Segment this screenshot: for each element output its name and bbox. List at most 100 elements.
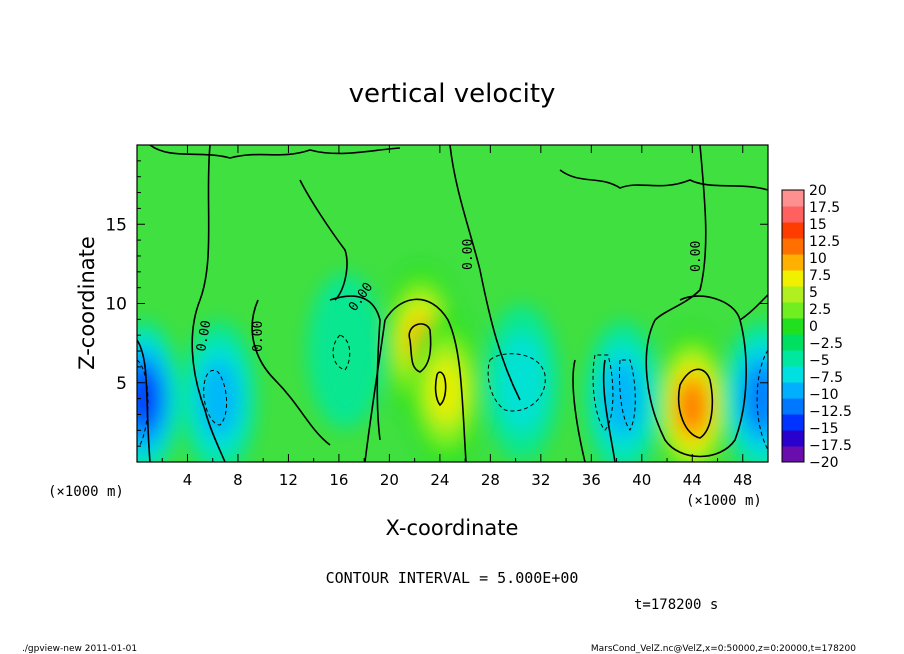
contour-interval: CONTOUR INTERVAL = 5.000E+00: [326, 569, 579, 587]
colorbar-swatch: [782, 270, 804, 287]
colorbar-label: −20: [809, 455, 839, 471]
contour-line: [677, 368, 714, 439]
colorbar-label: 10: [809, 251, 827, 267]
contour-line: [592, 354, 614, 431]
colorbar-swatch: [782, 254, 804, 271]
chart-title: vertical velocity: [349, 79, 556, 109]
y-tick-label: 5: [116, 374, 127, 394]
contour-label: 0.00: [251, 321, 266, 352]
x-unit-left: (×1000 m): [48, 484, 124, 500]
colorbar-swatch: [782, 238, 804, 255]
colorbar-swatch: [782, 190, 804, 207]
colorbar-swatch: [782, 382, 804, 399]
colorbar-swatch: [782, 350, 804, 367]
colorbar-swatch: [782, 414, 804, 431]
x-tick-label: 32: [531, 471, 550, 489]
contour-label: 0.00: [194, 319, 214, 352]
plot-area: 0.00 0.00 0.00 0.00 0.00: [136, 144, 769, 463]
y-axis: 5 10 15: [105, 160, 768, 447]
contour-line: [251, 299, 331, 446]
negative-contours: [137, 334, 768, 451]
contour-line: [602, 359, 616, 462]
x-tick-label: 24: [430, 471, 449, 489]
colorbar-label: 20: [809, 183, 827, 199]
contour-line: [149, 145, 401, 159]
field-blob: [199, 360, 239, 437]
contour-line: [384, 298, 467, 462]
x-tick-label: 16: [329, 471, 348, 489]
footer-left: ./gpview-new 2011-01-01: [22, 644, 137, 654]
field-blob: [745, 367, 768, 430]
colorbar-swatch: [782, 446, 804, 463]
contour-line: [756, 349, 768, 451]
x-tick-label: 36: [582, 471, 601, 489]
contour-line: [619, 359, 636, 431]
x-axis: 4 8 12 16 20 24 28 32 36 40 44 48: [161, 145, 752, 489]
field-blob: [307, 273, 384, 430]
field-blob: [678, 382, 706, 431]
colorbar-swatch: [782, 334, 804, 351]
contour-line: [203, 369, 227, 426]
contour-line: [329, 295, 381, 441]
contour-line: [645, 295, 747, 458]
colorbar-label: 12.5: [809, 234, 840, 250]
y-tick-label: 15: [105, 215, 127, 235]
colorbar-label: −7.5: [809, 370, 843, 386]
contour-line: [559, 169, 768, 191]
contour-line: [364, 319, 386, 462]
colorbar-frame: [781, 189, 805, 463]
colorbar: 2017.51512.5107.552.50−2.5−5−7.5−10−12.5…: [781, 183, 852, 471]
contour-label: 0.00: [689, 241, 704, 272]
colorbar-label: 2.5: [809, 302, 831, 318]
colorbar-swatch: [782, 286, 804, 303]
colorbar-label: 7.5: [809, 268, 831, 284]
contour-line: [434, 371, 447, 407]
y-axis-label: Z-coordinate: [75, 236, 99, 370]
contour-lines: [137, 145, 768, 462]
colorbar-swatch: [782, 398, 804, 415]
contour-line: [137, 339, 151, 462]
footer-right: MarsCond_VelZ.nc@VelZ,x=0:50000,z=0:2000…: [591, 644, 856, 654]
field-blob: [496, 332, 548, 433]
contour-line: [408, 323, 432, 373]
contour-line: [487, 353, 546, 412]
colorbar-swatch: [782, 206, 804, 223]
colorbar-label: −12.5: [809, 404, 852, 420]
contour-line: [137, 359, 149, 446]
x-tick-label: 44: [683, 471, 702, 489]
colorbar-swatch: [782, 222, 804, 239]
colorbar-label: −2.5: [809, 336, 843, 352]
colorbar-swatch: [782, 430, 804, 447]
colorbar-label: 15: [809, 217, 827, 233]
time-label: t=178200 s: [634, 597, 718, 613]
y-tick-label: 10: [105, 295, 127, 315]
x-axis-label: X-coordinate: [386, 516, 519, 540]
colorbar-label: −15: [809, 421, 839, 437]
x-tick-label: 4: [183, 471, 193, 489]
x-unit-right: (×1000 m): [686, 493, 762, 509]
contour-line: [739, 294, 768, 321]
contour-line: [191, 145, 226, 462]
colorbar-label: −17.5: [809, 438, 852, 454]
colorbar-swatch: [782, 302, 804, 319]
colorbar-label: 5: [809, 285, 818, 301]
colorbar-label: 17.5: [809, 200, 840, 216]
x-tick-label: 40: [632, 471, 651, 489]
x-tick-label: 20: [380, 471, 399, 489]
field-blob: [603, 360, 643, 437]
colorbar-label: −10: [809, 387, 839, 403]
x-tick-label: 48: [733, 471, 752, 489]
contour-line: [299, 179, 348, 301]
x-tick-label: 12: [279, 471, 298, 489]
contour-line: [572, 359, 586, 462]
contour-label: 0.00: [461, 239, 476, 270]
field-layer: [137, 265, 768, 462]
colorbar-label: 0: [809, 319, 818, 335]
colorbar-label: −5: [809, 353, 830, 369]
x-tick-label: 28: [481, 471, 500, 489]
field-blob: [137, 371, 159, 426]
colorbar-swatch: [782, 318, 804, 335]
colorbar-swatch: [782, 366, 804, 383]
contour-line: [332, 334, 351, 371]
